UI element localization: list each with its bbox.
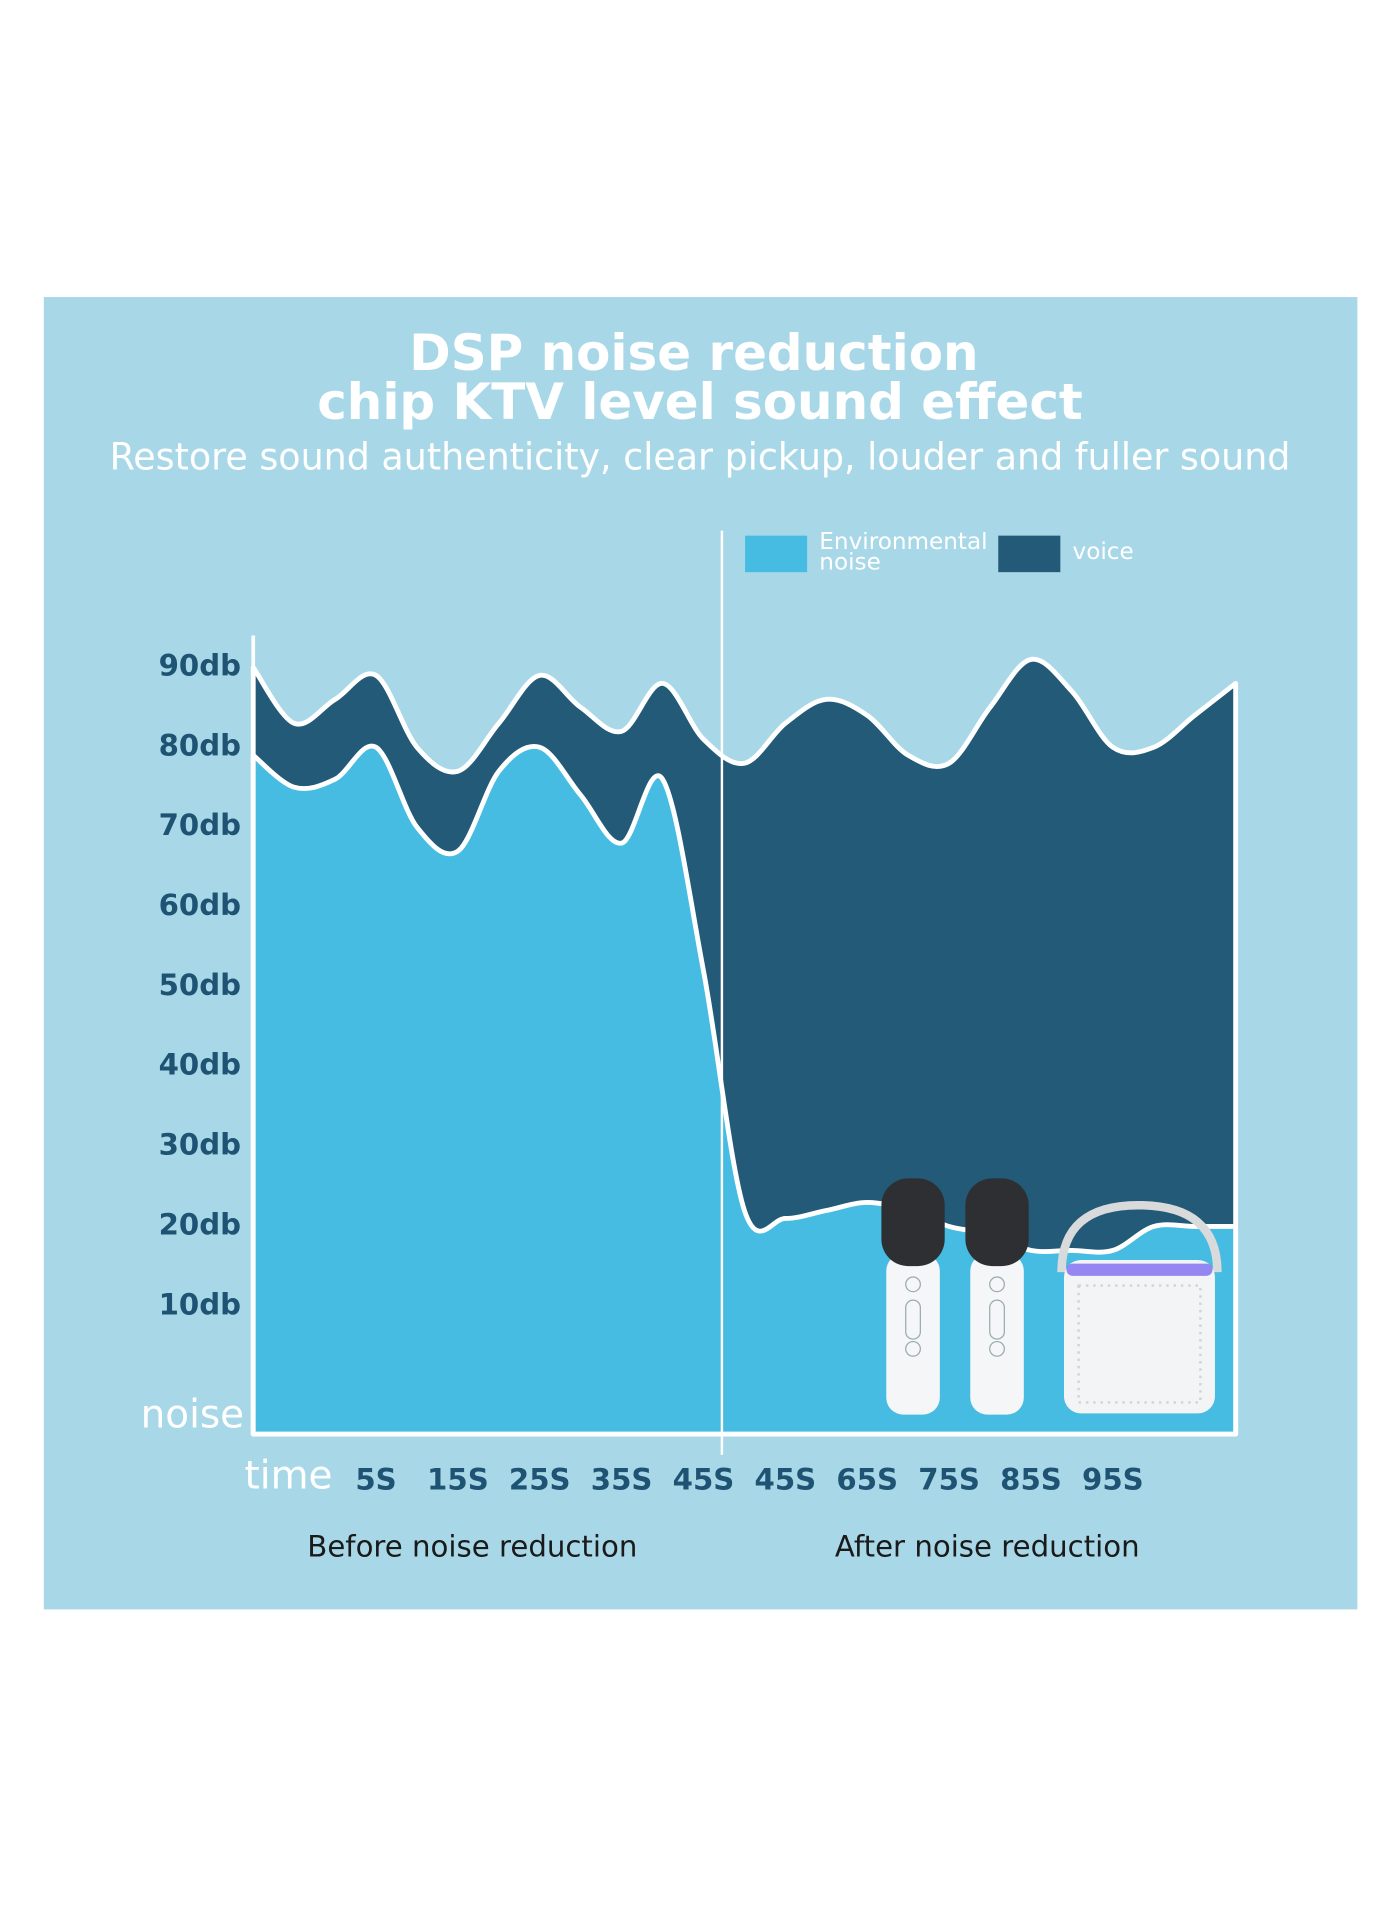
legend-label: Environmental noise [819,531,988,576]
x-tick-label: 35S [591,1463,653,1497]
y-tick-label: 20db [159,1207,241,1241]
microphone-button [905,1299,921,1340]
y-tick-label: 40db [159,1048,241,1082]
y-tick-label: 90db [159,648,241,682]
chart-subtitle: Restore sound authenticity, clear pickup… [110,434,1291,478]
microphone-button [989,1299,1005,1340]
legend-swatch [745,535,808,573]
microphone-button [905,1276,921,1293]
y-tick-label: 80db [159,728,241,762]
x-tick-label: 25S [509,1463,571,1497]
microphone-body [886,1253,940,1415]
y-tick-label: 60db [159,888,241,922]
speaker-body [1063,1259,1215,1414]
annotation: Before noise reduction [307,1530,637,1564]
y-tick-label: 50db [159,968,241,1002]
x-tick-label: 85S [1000,1463,1062,1497]
x-tick-label: 95S [1082,1463,1144,1497]
chart-title: DSP noise reduction [409,324,978,382]
microphone-head [881,1178,945,1267]
legend-label-box: Environmental noise [819,531,988,576]
speaker-grille [1077,1284,1202,1404]
product-illustration [881,1178,1222,1415]
y-tick-label: 70db [159,808,241,842]
legend-swatch [998,535,1061,573]
annotation: After noise reduction [835,1530,1140,1564]
microphone-head [965,1178,1029,1267]
x-tick-label: 45S [755,1463,817,1497]
speaker-light [1066,1263,1213,1276]
y-axis-label: noise [141,1393,245,1438]
microphone-body [970,1253,1024,1415]
microphone-button [989,1276,1005,1293]
legend-label: voice [1072,538,1134,565]
legend-label-box: voice [1072,538,1134,565]
x-tick-label: 15S [427,1463,489,1497]
x-tick-label: 65S [836,1463,898,1497]
chart-title: chip KTV level sound effect [317,373,1083,431]
x-axis-label: time [245,1453,333,1498]
speaker-handle [1057,1200,1222,1273]
y-tick-label: 30db [159,1128,241,1162]
y-tick-label: 10db [159,1287,241,1321]
x-tick-label: 75S [918,1463,980,1497]
microphone-button [905,1340,921,1357]
x-tick-label: 5S [355,1463,396,1497]
microphone-button [989,1340,1005,1357]
legend: Environmental noise voice [745,531,1134,576]
x-tick-label: 45S [673,1463,735,1497]
